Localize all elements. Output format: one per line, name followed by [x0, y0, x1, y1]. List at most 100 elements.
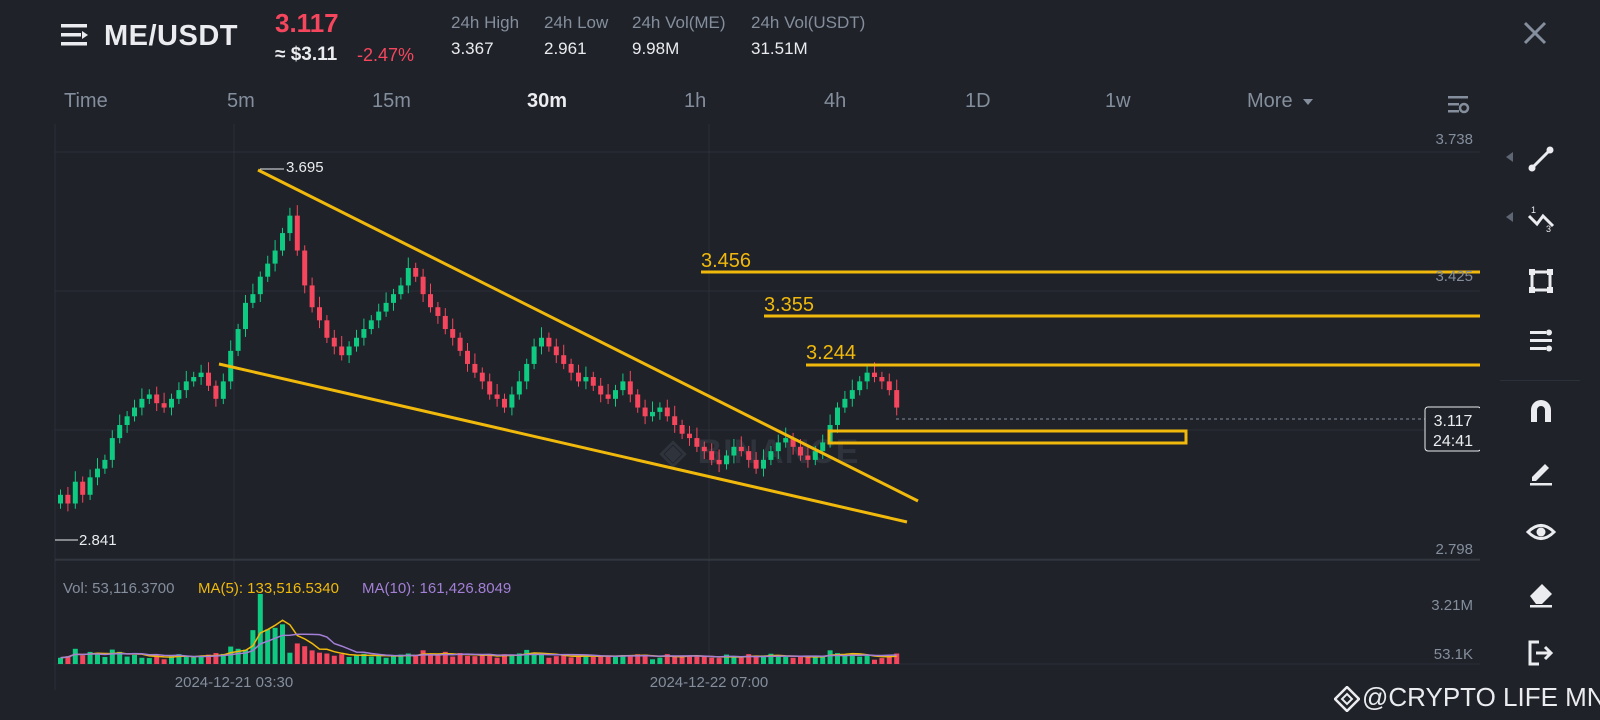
volume-bar	[635, 654, 641, 664]
eye-icon[interactable]	[1526, 517, 1556, 547]
candle-body	[509, 394, 515, 408]
pencil-icon[interactable]	[1526, 456, 1556, 486]
volume-bar	[502, 654, 507, 664]
candle-body	[87, 477, 93, 495]
timeframe-4h[interactable]: 4h	[824, 90, 847, 112]
candle-body	[132, 407, 137, 417]
volume-bar	[835, 653, 840, 664]
rectangle-icon[interactable]	[1526, 266, 1556, 296]
support-zone-rectangle[interactable]	[827, 429, 1188, 445]
candle-body	[613, 390, 618, 399]
candle-body	[213, 385, 219, 399]
candle-body	[435, 307, 441, 316]
volume-ma5-line	[60, 619, 897, 659]
eraser-icon[interactable]	[1526, 578, 1556, 608]
volume-bar	[746, 654, 752, 664]
drawing-toolbar: 1 3	[1500, 140, 1580, 680]
candlestick-series	[58, 205, 900, 512]
candle-body	[620, 381, 626, 391]
volume-bar	[257, 594, 263, 664]
candle-body	[886, 381, 892, 391]
chart-canvas[interactable]: 3.456 3.355 3.244 3.117 24:41 3.695 2.84…	[0, 124, 1480, 720]
volume-bar	[620, 654, 626, 664]
candle-body	[124, 416, 130, 425]
timeframe-5m[interactable]: 5m	[227, 90, 255, 112]
volume-bar	[139, 657, 145, 664]
exit-icon[interactable]	[1526, 638, 1556, 668]
magnet-icon[interactable]	[1526, 396, 1556, 426]
volume-bar	[672, 656, 678, 664]
volume-bar	[753, 656, 759, 664]
candle-body	[605, 394, 611, 399]
volume-ma10-label: MA(10): 161,426.8049	[362, 580, 512, 597]
wedge-upper-trendline[interactable]	[257, 168, 919, 503]
time-axis-label-2: 2024-12-22 07:00	[650, 674, 768, 691]
trendline-icon[interactable]	[1526, 144, 1556, 174]
candle-body	[798, 446, 803, 456]
pair-title[interactable]: ME/USDT	[104, 20, 238, 52]
timeframe-1h[interactable]: 1h	[684, 90, 707, 112]
price-axis-min: 2.798	[1435, 541, 1473, 558]
price-chart[interactable]: ◈ BINANCE 3.456 3.355 3.244	[0, 124, 1480, 720]
volume-bar	[317, 652, 322, 664]
timeframe-1w[interactable]: 1w	[1105, 90, 1131, 112]
stat-value-24h-vol-base: 9.98M	[632, 39, 680, 58]
volume-bar	[768, 653, 774, 664]
volume-bar	[598, 655, 604, 664]
volume-bar	[265, 629, 271, 664]
timeframe-15m[interactable]: 15m	[372, 90, 411, 112]
approx-usd-price: ≈ $3.11	[275, 44, 338, 65]
volume-bar	[783, 656, 789, 664]
candle-body	[812, 451, 818, 460]
indicators-icon[interactable]	[1526, 326, 1556, 356]
menu-icon[interactable]	[60, 20, 90, 50]
fib-icon[interactable]: 1 3	[1526, 204, 1556, 234]
volume-bar	[109, 649, 115, 664]
volume-bar	[761, 655, 766, 664]
candle-body	[531, 346, 537, 364]
chart-settings-icon[interactable]	[1446, 92, 1470, 116]
timeframe-more[interactable]: More	[1247, 90, 1314, 113]
candle-body	[398, 285, 404, 295]
volume-bar	[457, 653, 463, 664]
expand-arrow-icon[interactable]	[1504, 211, 1514, 223]
timeframe-time[interactable]: Time	[64, 90, 108, 112]
candle-body	[790, 438, 796, 447]
candle-body	[487, 381, 493, 395]
volume-bar	[354, 655, 359, 664]
candle-body	[442, 315, 448, 330]
candle-body	[583, 377, 589, 382]
wedge-lower-trendline[interactable]	[218, 362, 908, 524]
volume-axis-top: 3.21M	[1431, 597, 1473, 614]
candle-body	[576, 372, 581, 382]
expand-arrow-icon[interactable]	[1504, 151, 1514, 163]
volume-bar	[864, 654, 870, 664]
price-change-percent: -2.47%	[357, 45, 415, 65]
timeframe-1d[interactable]: 1D	[965, 90, 991, 112]
volume-bar	[827, 650, 833, 664]
candle-body	[72, 481, 78, 504]
candle-body	[835, 407, 840, 425]
volume-bar	[576, 655, 581, 664]
volume-bar	[235, 648, 241, 664]
stat-label-24h-vol-base: 24h Vol(ME)	[632, 13, 726, 32]
volume-bar	[450, 656, 456, 664]
close-icon[interactable]	[1520, 18, 1550, 48]
volume-bar	[220, 653, 226, 664]
candle-body	[272, 250, 278, 264]
volume-bar	[701, 656, 707, 664]
candle-body	[102, 459, 108, 469]
candle-body	[539, 337, 544, 347]
candle-body	[65, 494, 71, 504]
candle-body	[280, 233, 285, 251]
svg-text:1: 1	[1531, 205, 1536, 215]
volume-bar	[465, 655, 470, 664]
candle-body	[117, 425, 123, 439]
volume-bar	[72, 648, 78, 664]
volume-bar	[894, 653, 900, 664]
volume-series	[58, 594, 900, 664]
volume-bar	[420, 650, 426, 664]
candle-body	[346, 346, 352, 356]
timeframe-30m[interactable]: 30m	[527, 90, 568, 112]
svg-text:3: 3	[1546, 224, 1551, 234]
